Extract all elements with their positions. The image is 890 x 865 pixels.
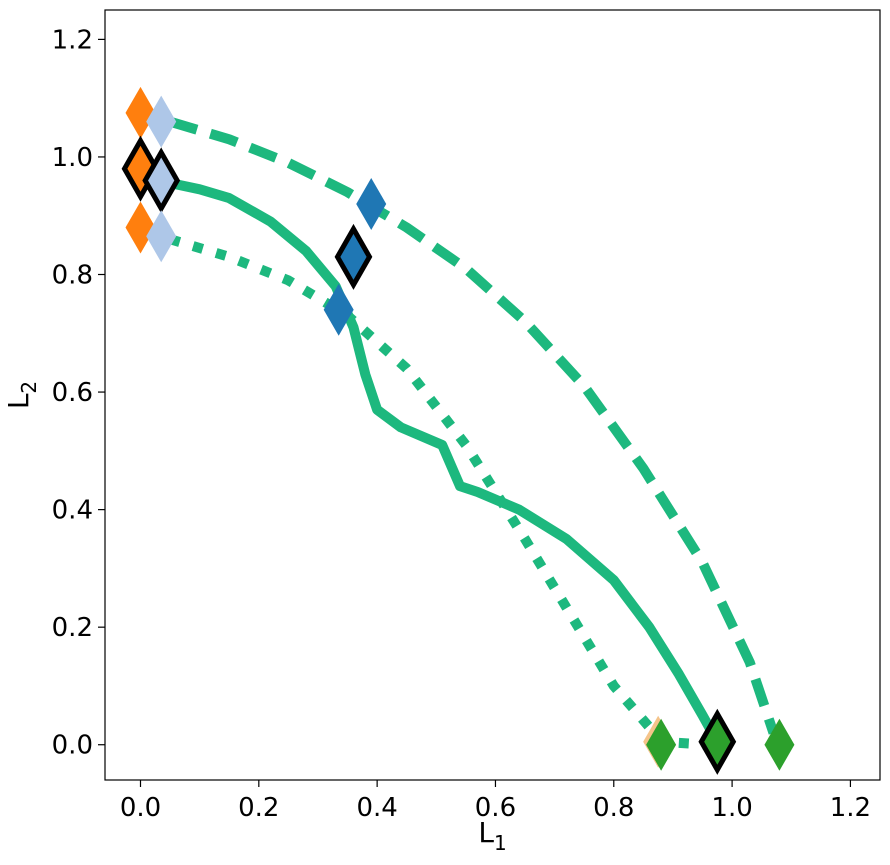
pareto-curve-dashed [168,116,779,735]
curves-layer [157,116,779,750]
x-axis-ticks: 0.0 0.2 0.4 0.6 0.8 1.0 1.2 [120,780,871,823]
plot-frame [104,9,881,781]
diamond-marker-outlined [698,708,737,775]
y-axis-label: L2 [2,381,41,409]
diamond-marker [146,95,177,148]
x-tick-label: 1.0 [711,793,752,823]
diamond-marker-outlined [334,223,373,290]
diamond-marker [356,177,387,230]
y-tick-label: 1.2 [52,25,93,55]
x-tick-label: 0.0 [120,793,161,823]
diamond-marker-outlined [142,147,181,214]
x-axis-label: L1 [478,816,506,855]
diamond-marker [125,86,156,139]
x-tick-label: 0.4 [356,793,397,823]
y-axis-ticks: 0.0 0.2 0.4 0.6 0.8 1.0 1.2 [52,25,105,761]
diamond-marker [646,718,677,771]
x-tick-label: 0.8 [593,793,634,823]
markers-layer [121,86,795,775]
diamond-marker [764,718,795,771]
diamond-marker [125,201,156,254]
x-tick-label: 0.2 [238,793,279,823]
y-tick-label: 0.2 [52,613,93,643]
y-tick-label: 0.4 [52,496,93,526]
pareto-curve-solid [157,175,722,745]
x-tick-label: 1.2 [830,793,871,823]
y-tick-label: 1.0 [52,143,93,173]
diamond-marker [323,283,354,336]
y-tick-label: 0.6 [52,378,93,408]
x-tick-label: 0.6 [475,793,516,823]
y-tick-label: 0.0 [52,731,93,761]
y-tick-label: 0.8 [52,261,93,291]
diamond-marker [146,210,177,263]
